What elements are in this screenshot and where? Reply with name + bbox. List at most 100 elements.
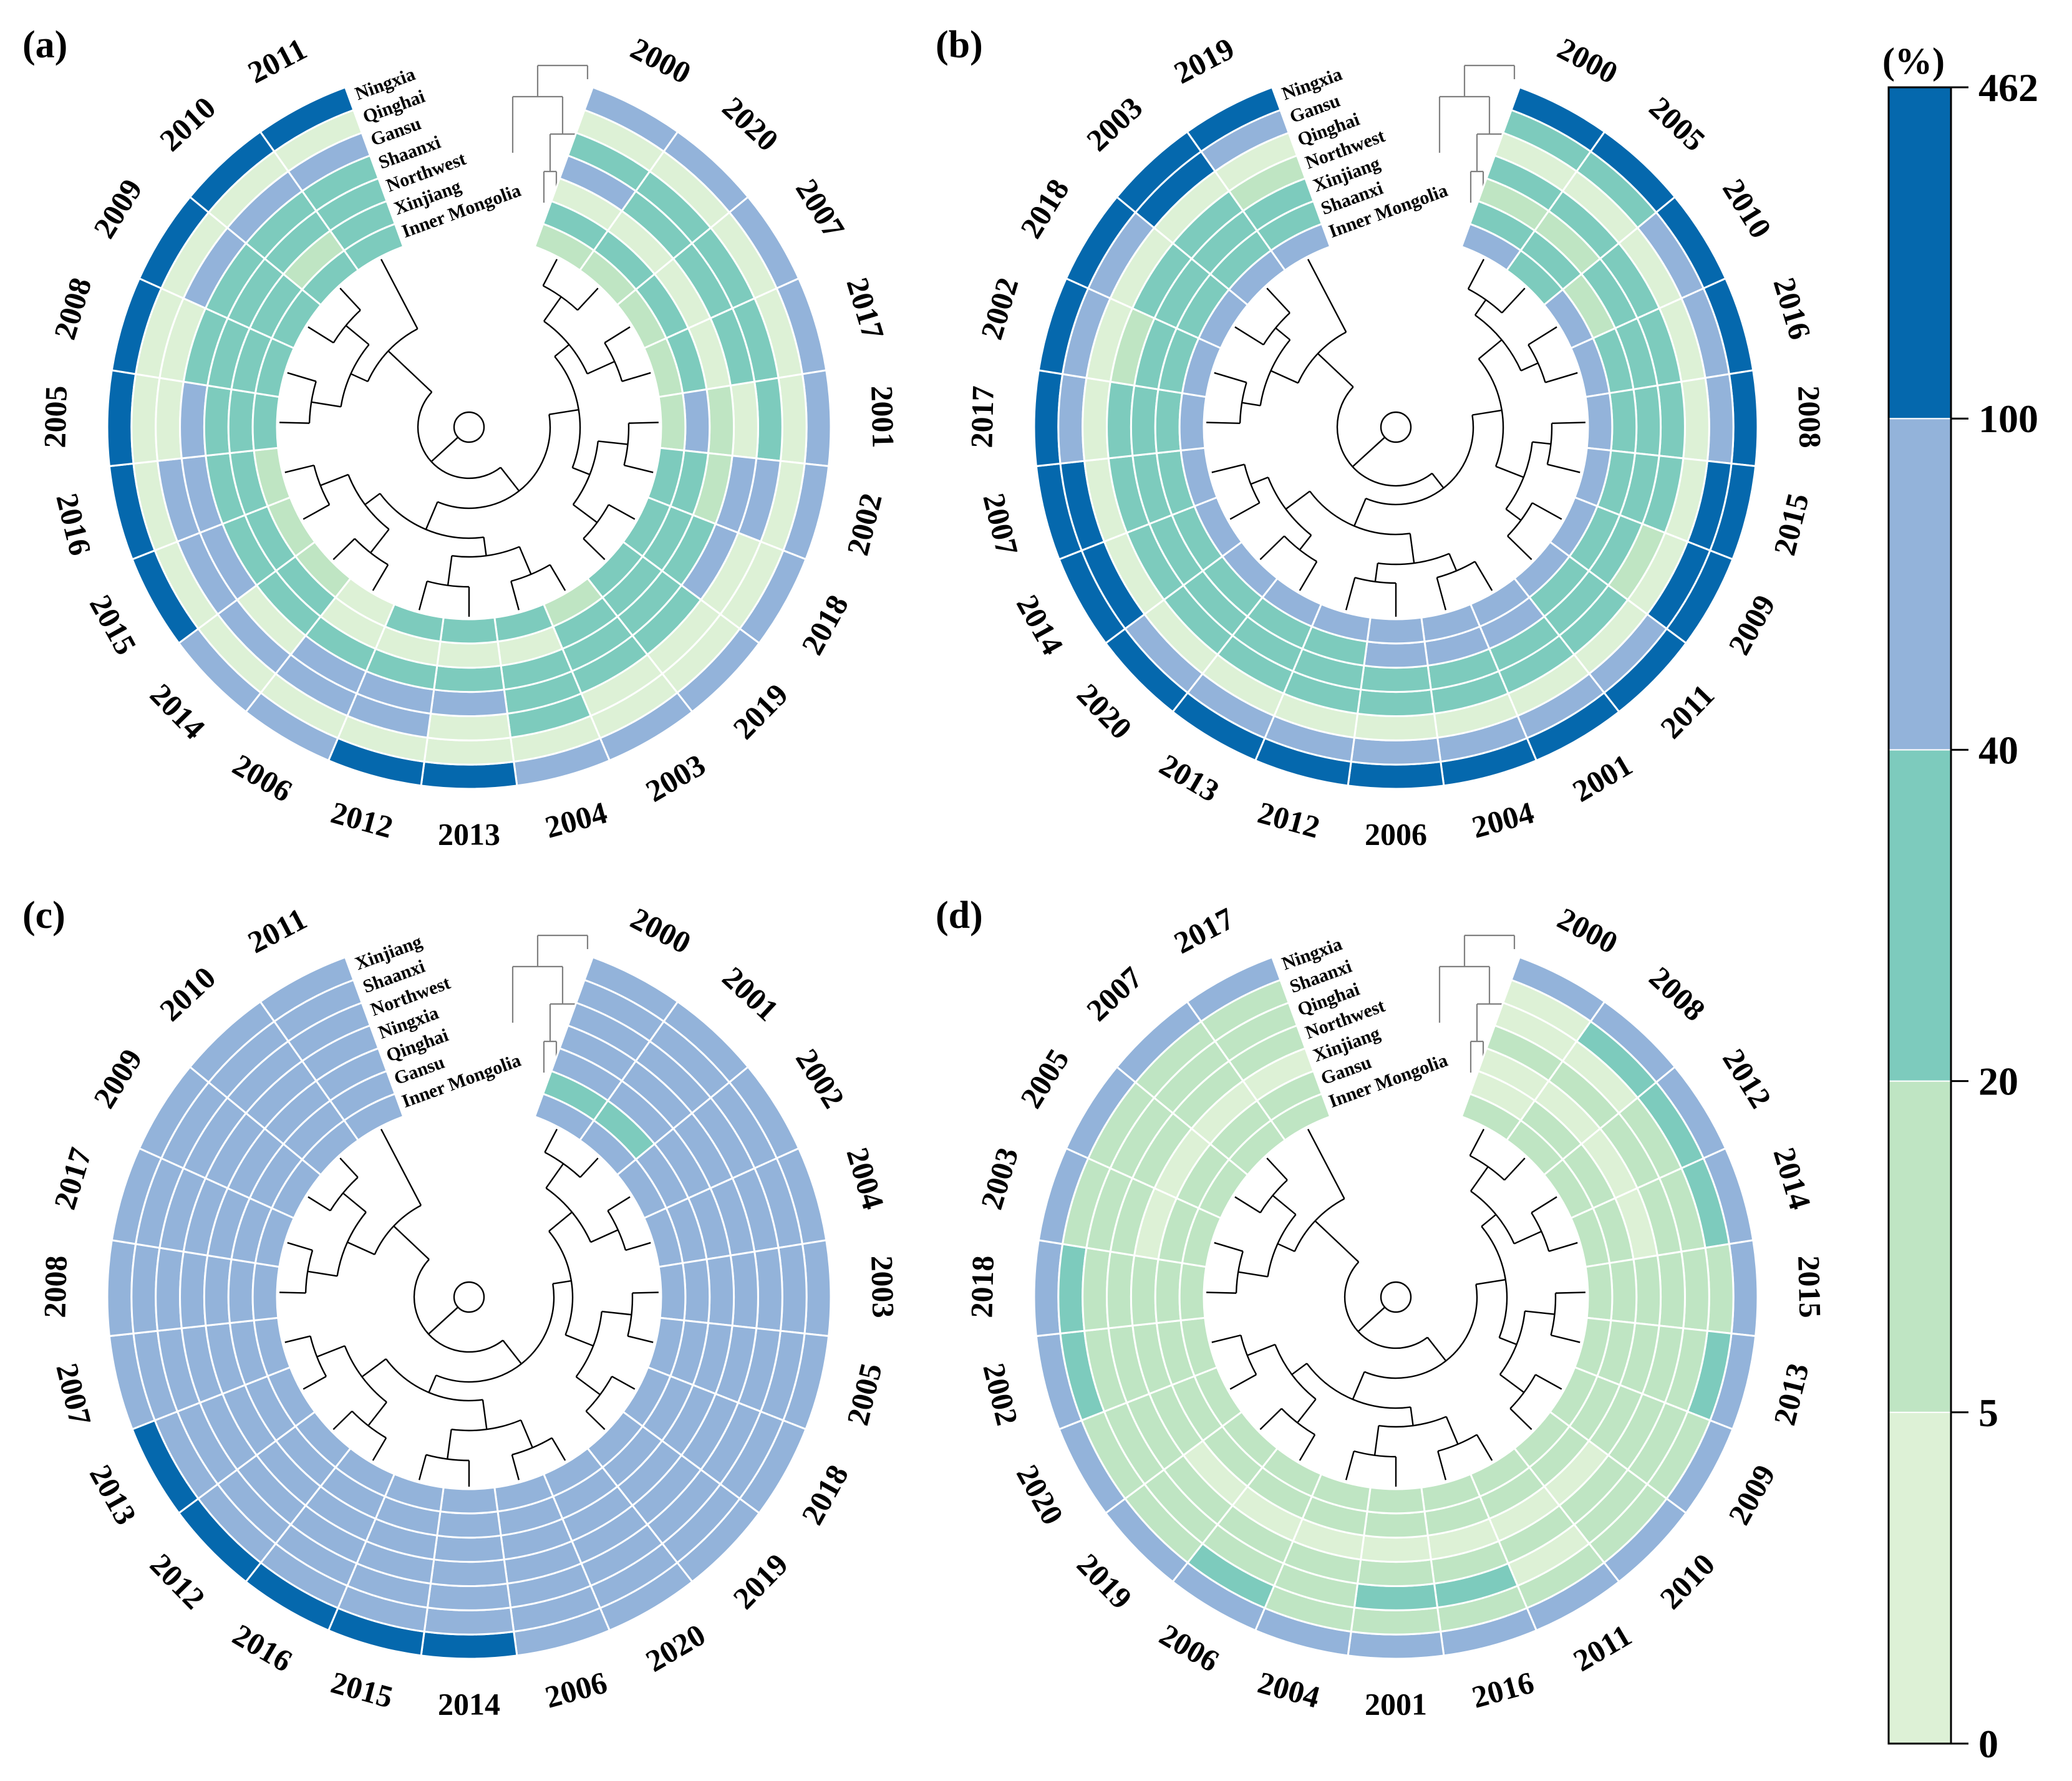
year-label: 2007: [789, 173, 851, 244]
tree-branch: [1524, 1310, 1555, 1315]
tree-branch: [545, 1163, 564, 1189]
tree-branch: [1472, 409, 1503, 416]
year-label: 2007: [49, 1360, 98, 1429]
heatmap-cell: [251, 392, 281, 452]
tree-branch: [279, 422, 310, 424]
tree-arc: [1509, 1374, 1536, 1409]
tree-branch: [393, 1225, 430, 1260]
heatmap-cell: [1608, 1258, 1638, 1325]
year-label: 2018: [795, 589, 856, 660]
heatmap-cell: [1356, 1558, 1436, 1587]
tree-branch: [548, 1211, 573, 1232]
year-label: 2009: [87, 173, 149, 244]
tree-branch: [1214, 1242, 1244, 1252]
heatmap-cell: [426, 712, 512, 741]
tree-branch: [1476, 1278, 1506, 1285]
tree-branch: [372, 564, 389, 591]
heatmap-cell: [1584, 392, 1614, 452]
year-label: 2012: [143, 1547, 212, 1616]
tree-branch: [575, 1376, 601, 1396]
tree-branch: [1270, 370, 1299, 384]
tree-branch: [1247, 1343, 1276, 1356]
heatmap-cell: [1363, 1510, 1429, 1539]
tree-branch: [1297, 1398, 1317, 1424]
colorbar-tick-label: 100: [1978, 397, 2038, 441]
tree-branch: [1374, 562, 1379, 582]
tree-branch: [483, 537, 487, 556]
tree-branch: [1250, 476, 1269, 485]
tree-branch: [1345, 1450, 1355, 1480]
year-label: 2002: [974, 274, 1025, 344]
tree-branch: [500, 466, 520, 492]
tree-branch: [1501, 287, 1526, 314]
tree-branch: [428, 1374, 437, 1393]
tree-arc: [451, 1419, 521, 1432]
year-label: 2015: [83, 589, 144, 660]
year-label: 2003: [640, 747, 712, 809]
tree-branch: [387, 350, 433, 393]
tree-branch: [520, 1419, 533, 1448]
year-label: 2005: [840, 1360, 888, 1429]
heatmap-cell: [436, 1510, 502, 1539]
year-label: 2006: [227, 747, 299, 809]
year-label: 2012: [1716, 1043, 1778, 1114]
heatmap-cell: [1269, 1093, 1332, 1142]
year-label: 2010: [1653, 1547, 1721, 1616]
year-label: 2014: [143, 677, 212, 746]
tree-arc: [1306, 1363, 1411, 1409]
colorbar-block: [1888, 1411, 1952, 1745]
tree-branch: [316, 1345, 346, 1358]
tree-branch: [1531, 1196, 1557, 1214]
tree-branch: [572, 466, 591, 476]
year-label: 2004: [1254, 1664, 1324, 1714]
tree-branch: [347, 1241, 375, 1255]
year-label: 2019: [726, 677, 795, 746]
tree-arc: [413, 1258, 504, 1353]
year-label: 2014: [438, 1686, 500, 1721]
heatmap-cell: [429, 1558, 509, 1587]
year-label: 2016: [49, 490, 98, 559]
year-label: 2000: [625, 900, 697, 960]
heatmap-cell: [342, 1093, 405, 1142]
year-label: 2018: [795, 1459, 856, 1530]
tree-branch: [1481, 1214, 1497, 1227]
heatmap-cell: [1353, 712, 1439, 741]
heatmap-cell: [1350, 1606, 1442, 1636]
panel-letter-c: (c): [22, 894, 65, 937]
tree-branch: [1266, 287, 1290, 314]
tree-branch: [1448, 553, 1458, 571]
tree-branch: [284, 464, 314, 473]
colorbar-tick-label: 462: [1978, 65, 2038, 110]
tree-arc: [417, 391, 501, 480]
year-label: 2006: [541, 1664, 611, 1714]
tree-arc: [1365, 415, 1474, 506]
dendrogram-c: [279, 934, 659, 1487]
tree-branch: [1409, 533, 1415, 564]
tree-branch: [1547, 463, 1581, 473]
year-label: 2009: [1721, 1459, 1783, 1530]
tree-root: [453, 1281, 485, 1313]
year-label: 2015: [1766, 490, 1815, 559]
heatmap-cell: [1130, 384, 1159, 457]
tree-branch: [1410, 1407, 1414, 1426]
tree-arc: [607, 1210, 627, 1251]
tree-branch: [430, 437, 459, 463]
tree-branch: [1234, 326, 1264, 345]
year-label: 2001: [1567, 747, 1639, 809]
tree-branch: [1470, 1166, 1489, 1192]
tree-branch: [350, 373, 369, 382]
heatmap-cell: [420, 760, 518, 790]
tree-branch: [345, 325, 370, 345]
heatmap-cell: [420, 1630, 518, 1660]
year-label: 2013: [1766, 1360, 1815, 1429]
tree-branch: [303, 504, 330, 520]
tree-arc: [1239, 382, 1247, 423]
heatmap-cell: [1154, 1258, 1184, 1325]
colorbar-ticks: 0 5 20 40 100 462: [1951, 65, 2038, 1766]
tree-branch: [628, 422, 659, 424]
year-label: 2012: [327, 794, 397, 844]
tree-branch: [1535, 1374, 1562, 1390]
tree-branch: [1467, 259, 1484, 290]
